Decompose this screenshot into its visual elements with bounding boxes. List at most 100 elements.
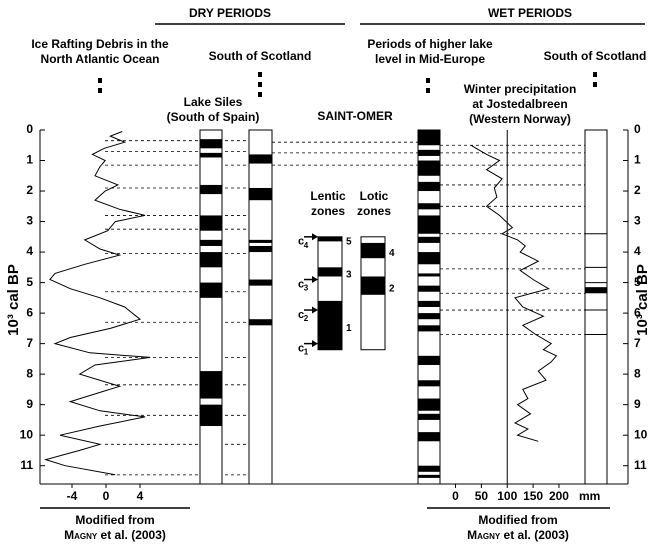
credit-rest: et al. (2003) [504,528,569,542]
panel-title: North Atlantic Ocean [41,52,160,66]
band [361,276,385,295]
band [418,398,440,411]
panel-title: (South of Spain) [167,110,260,124]
band [200,215,222,231]
panel-title: zones [357,204,391,218]
band [418,313,440,320]
dry-header: DRY PERIODS [189,6,271,20]
arrow-head [312,306,318,314]
panel-title: Winter precipitation [464,82,577,96]
band [418,149,440,156]
x-tick-label: 0 [103,489,110,503]
y-tick-label: 9 [634,397,641,411]
curve [43,131,151,476]
y-tick-label: 1 [26,153,33,167]
band [418,236,440,243]
band [249,187,272,201]
column-frame [248,129,273,485]
arrow-sub: 3 [304,284,309,293]
band [418,413,440,420]
credit-rest: et al. (2003) [101,528,166,542]
x-tick-label: 200 [549,489,569,503]
band [585,287,607,294]
band [361,242,385,259]
band [200,252,222,268]
band [318,236,342,242]
band [418,465,440,472]
zone-label: 2 [389,283,395,294]
x-tick-label: -4 [67,489,78,503]
band [249,154,272,164]
zone-label: 5 [346,237,352,248]
band [418,474,440,478]
panel-title: Periods of higher lake [367,37,493,51]
band [418,300,440,307]
y-tick-label: 7 [26,336,33,350]
column-frame [199,129,223,485]
band [200,152,222,158]
arrow-label: c [298,236,304,248]
y-tick-label: 4 [634,244,641,258]
band [249,279,272,286]
column-frame [584,129,608,485]
arrow-label: c [298,309,304,321]
zone-label: 3 [346,270,352,281]
y-tick-label: 0 [26,122,33,136]
y-tick-label: 11 [20,458,33,472]
band [200,239,222,246]
panel-title: at Jostedalbreen [472,97,567,111]
markers [98,72,597,98]
x-tick-label: 150 [523,489,543,503]
panel-title: (Western Norway) [469,112,571,126]
panel-title: South of Scotland [209,49,312,63]
y-tick-label: 0 [634,122,641,136]
y-axis-label: 10³ cal BP [634,264,651,336]
y-tick-label: 7 [634,336,641,350]
band [418,215,440,234]
x-tick-label: 50 [475,489,489,503]
curve [470,144,558,442]
panel-title: Lake Siles [184,95,243,109]
band [200,184,222,195]
wet-header: WET PERIODS [488,6,572,20]
panel-title: level in Mid-Europe [375,52,485,66]
band [200,139,222,149]
credit: Modified from [75,513,154,527]
y-tick-label: 5 [26,275,33,289]
y-tick-label: 9 [26,397,33,411]
arrow-sub: 2 [304,314,309,323]
panel-title: Lotic [360,189,389,203]
y-tick-label: 6 [634,305,641,319]
y-tick-label: 6 [26,305,33,319]
band [318,267,342,277]
y-tick-label: 8 [26,366,33,380]
arrow-label: c [298,278,304,290]
band [200,282,222,298]
y-tick-label: 5 [634,275,641,289]
panel-title: Ice Rafting Debris in the [31,37,169,51]
panel-title: zones [311,204,345,218]
band [200,371,222,399]
y-tick-label: 3 [634,214,641,228]
y-tick-label: 2 [634,183,641,197]
arrow-head [312,233,318,241]
zone-label: 1 [346,323,352,334]
panel-title: Lentic [310,189,346,203]
credit-citation: Magny et al. (2003) [467,528,569,542]
arrow-sub: 4 [304,241,309,250]
band [418,273,440,277]
arrow-head [312,276,318,284]
x-tick-label: 0 [452,489,459,503]
band [318,300,342,350]
credit-citation: Magny et al. (2003) [64,528,166,542]
band [418,181,440,192]
band [418,285,440,292]
credit-author: Magny [467,528,501,542]
band [249,319,272,326]
x-tick-label: 100 [497,489,517,503]
band [418,432,440,442]
band [249,245,272,253]
credit-author: Magny [64,528,98,542]
band [249,239,272,243]
y-tick-label: 11 [634,458,647,472]
